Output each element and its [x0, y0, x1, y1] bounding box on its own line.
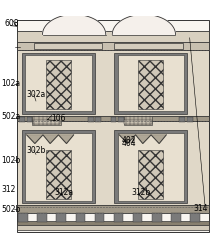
Bar: [152, 213, 162, 222]
Bar: [138, 60, 163, 109]
Bar: [18, 213, 28, 222]
Bar: [27, 117, 32, 122]
Text: 314: 314: [194, 204, 208, 214]
Text: 402: 402: [122, 136, 137, 145]
Bar: [22, 53, 95, 114]
Bar: [46, 150, 71, 199]
Bar: [118, 55, 184, 112]
Text: 312: 312: [1, 186, 15, 194]
Bar: [17, 42, 209, 50]
Text: 302b: 302b: [26, 146, 46, 154]
Bar: [22, 130, 95, 204]
Bar: [25, 55, 92, 112]
Bar: [95, 117, 101, 122]
Bar: [32, 116, 61, 125]
Bar: [171, 213, 181, 222]
Bar: [124, 116, 152, 125]
Polygon shape: [119, 135, 166, 143]
Bar: [33, 120, 60, 124]
Bar: [17, 205, 209, 213]
Polygon shape: [43, 14, 106, 34]
Text: 106: 106: [51, 114, 66, 123]
Bar: [34, 43, 102, 49]
Bar: [114, 213, 123, 222]
Bar: [37, 213, 47, 222]
Bar: [114, 130, 187, 204]
Bar: [17, 116, 209, 121]
Text: 302a: 302a: [26, 90, 45, 99]
Bar: [133, 213, 143, 222]
Bar: [114, 43, 183, 49]
Text: 312b: 312b: [131, 188, 150, 197]
Bar: [114, 53, 187, 114]
Text: 102b: 102b: [1, 156, 20, 165]
Text: 608: 608: [4, 19, 19, 28]
Text: 502a: 502a: [1, 112, 20, 121]
Bar: [56, 213, 66, 222]
Bar: [95, 213, 104, 222]
Bar: [17, 121, 209, 207]
Bar: [17, 31, 209, 43]
Bar: [75, 213, 85, 222]
Bar: [88, 117, 94, 122]
Bar: [46, 60, 71, 109]
Bar: [111, 117, 116, 122]
Bar: [19, 117, 25, 122]
Polygon shape: [27, 135, 74, 143]
Bar: [187, 117, 193, 122]
Bar: [17, 20, 209, 232]
Bar: [17, 225, 209, 230]
Text: 312a: 312a: [55, 188, 74, 197]
Bar: [179, 117, 185, 122]
Bar: [17, 50, 209, 117]
Text: 404: 404: [122, 139, 137, 148]
Bar: [124, 120, 152, 124]
Bar: [118, 117, 124, 122]
Polygon shape: [112, 14, 175, 34]
Bar: [25, 133, 92, 201]
Bar: [138, 150, 163, 199]
Bar: [190, 213, 200, 222]
Bar: [17, 221, 209, 225]
Bar: [118, 133, 184, 201]
Text: 102a: 102a: [1, 79, 20, 88]
Text: 502b: 502b: [1, 205, 20, 214]
